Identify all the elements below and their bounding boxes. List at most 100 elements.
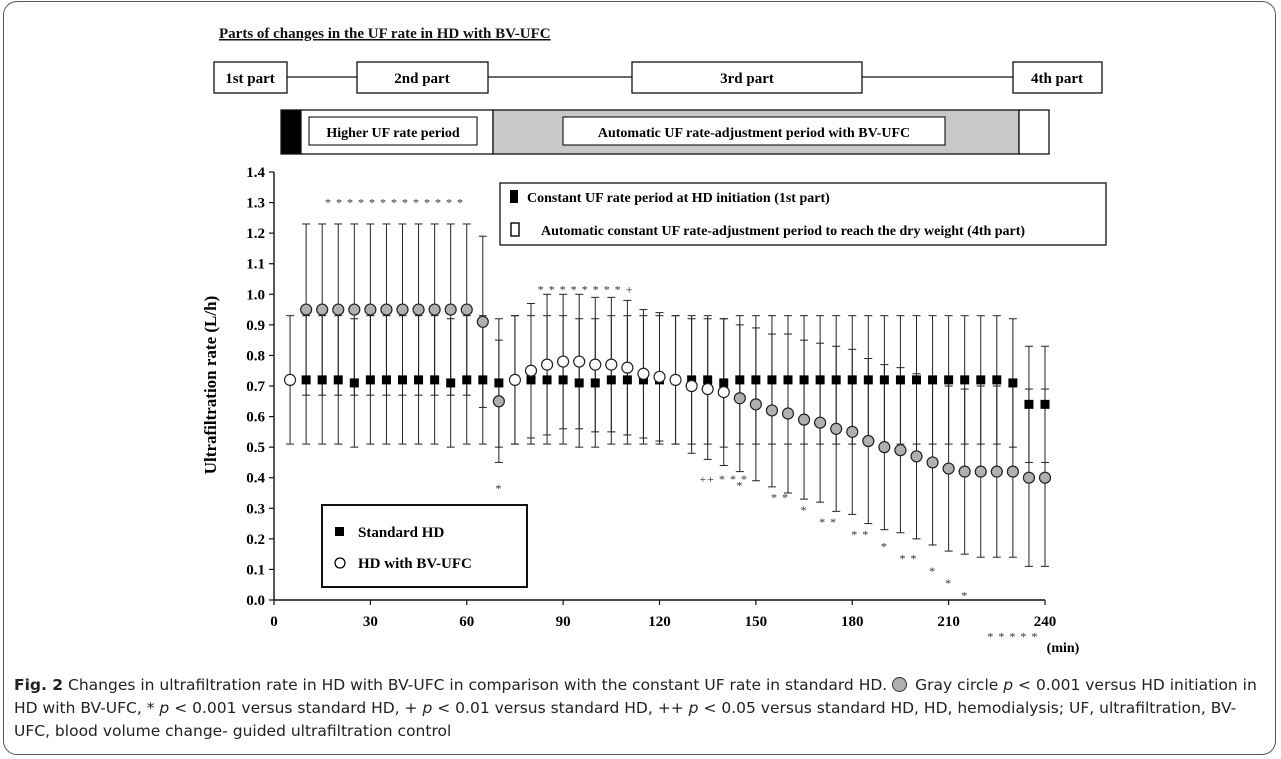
part-box-3 — [631, 61, 863, 94]
standard-hd-point — [1008, 378, 1018, 388]
y-tick-label: 0.0 — [246, 593, 265, 609]
bvufc-point — [396, 303, 409, 316]
standard-hd-point — [622, 375, 632, 385]
legend-bvufc-marker — [334, 557, 346, 569]
standard-hd-point — [831, 375, 841, 385]
bvufc-point — [653, 370, 666, 383]
standard-hd-point — [478, 375, 488, 385]
bvufc-point — [701, 382, 714, 396]
standard-hd-point — [1040, 399, 1050, 409]
standard-hd-point — [526, 375, 536, 385]
bvufc-point — [637, 367, 650, 380]
bvufc-point — [476, 315, 489, 328]
bvufc-point — [797, 413, 811, 426]
significance-mark: * * * * * — [987, 630, 1038, 644]
bvufc-point — [492, 395, 505, 408]
significance-mark: * * * * * * * * + — [538, 283, 634, 297]
bvufc-point — [669, 373, 682, 386]
standard-hd-point — [606, 375, 616, 385]
x-tick-label: 0 — [270, 614, 278, 630]
caption-p-1: p — [1003, 676, 1014, 694]
bvufc-point — [749, 398, 762, 411]
part-label-4: 4th part — [1031, 71, 1083, 87]
part-box-1 — [213, 61, 288, 94]
legend-standard-hd-label: Standard HD — [358, 525, 444, 541]
x-axis-label: (min) — [1047, 641, 1080, 656]
x-tick-label: 60 — [459, 614, 474, 630]
standard-hd-point — [446, 378, 456, 388]
bvufc-point — [846, 425, 859, 438]
y-tick-label: 0.3 — [246, 501, 265, 517]
caption-gray-text: Gray circle — [915, 676, 999, 694]
bvufc-point — [316, 303, 329, 316]
legend-top-marker-1 — [510, 190, 518, 203]
significance-mark: * — [495, 481, 502, 495]
legend-top: Constant UF rate period at HD initiation… — [499, 182, 1107, 246]
significance-mark: * — [801, 503, 808, 517]
bvufc-point — [605, 358, 618, 371]
period-label-2: Automatic UF rate-adjustment period with… — [598, 126, 910, 141]
y-axis-label: Ultrafiltration rate (L/h) — [201, 296, 220, 474]
caption-p-2: p — [159, 699, 170, 717]
standard-hd-point — [574, 378, 584, 388]
standard-hd-point — [590, 378, 600, 388]
bvufc-point — [508, 373, 522, 386]
x-tick-label: 120 — [648, 614, 671, 630]
part-box-2 — [356, 61, 489, 94]
period-part4 — [1018, 109, 1050, 155]
y-tick-label: 0.4 — [246, 471, 265, 487]
standard-hd-point — [349, 378, 359, 388]
bvufc-point — [878, 441, 891, 454]
standard-hd-point — [558, 375, 568, 385]
y-tick-label: 1.4 — [246, 165, 265, 181]
x-tick-label: 240 — [1034, 614, 1057, 630]
standard-hd-point — [992, 375, 1002, 385]
significance-mark: * — [736, 478, 743, 492]
significance-mark: * * — [819, 515, 837, 529]
bvufc-point — [990, 465, 1003, 478]
part-label-1: 1st part — [225, 71, 275, 87]
bvufc-point — [444, 303, 457, 316]
standard-hd-point — [430, 375, 440, 385]
bvufc-point — [300, 303, 313, 316]
standard-hd-point — [895, 375, 905, 385]
standard-hd-point — [317, 375, 327, 385]
standard-hd-point — [912, 375, 921, 385]
caption-p-4: p — [688, 699, 699, 717]
significance-mark: * — [961, 588, 968, 602]
x-tick-label: 210 — [937, 614, 960, 630]
figure-chart: Parts of changes in the UF rate in HD wi… — [201, 26, 1107, 656]
bvufc-point — [621, 361, 634, 374]
bvufc-point — [283, 373, 297, 386]
standard-hd-point — [703, 375, 713, 385]
standard-hd-point — [365, 375, 375, 385]
bvufc-point — [557, 355, 570, 368]
y-tick-label: 1.1 — [246, 257, 265, 273]
y-tick-label: 0.2 — [246, 532, 265, 548]
y-tick-label: 0.1 — [246, 562, 265, 578]
standard-hd-point — [333, 375, 343, 385]
standard-hd-point — [863, 375, 873, 385]
standard-hd-point — [494, 378, 504, 388]
legend-bvufc-label: HD with BV-UFC — [358, 556, 472, 572]
bvufc-point — [348, 303, 361, 316]
x-tick-label: 150 — [745, 614, 768, 630]
legend-top-label-1: Constant UF rate period at HD initiation… — [527, 191, 830, 206]
parts-row: 1st part 2nd part 3rd part 4th part — [213, 61, 1103, 94]
standard-hd-point — [1024, 399, 1034, 409]
significance-mark: * — [881, 540, 888, 554]
standard-hd-point — [799, 375, 809, 385]
significance-mark: * — [929, 564, 936, 578]
standard-hd-point — [462, 375, 472, 385]
y-tick-label: 0.7 — [246, 379, 265, 395]
part-label-3: 3rd part — [720, 71, 774, 87]
y-tick-label: 0.9 — [246, 318, 265, 334]
bvufc-point — [540, 358, 554, 371]
bvufc-point — [781, 407, 795, 420]
bvufc-point — [412, 303, 425, 316]
standard-hd-point — [735, 375, 745, 385]
period-label-box-1 — [308, 116, 478, 146]
standard-hd-point — [960, 375, 970, 385]
bvufc-point — [589, 358, 602, 371]
significance-mark: * * * * * * * * * * * * * — [325, 196, 464, 210]
